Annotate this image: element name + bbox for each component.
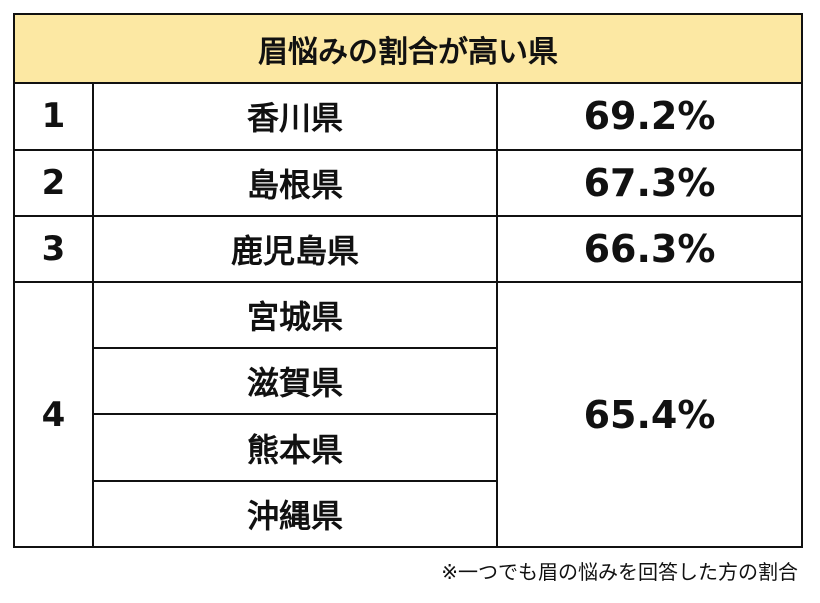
table-row: 4 宮城県 65.4% [13,280,804,548]
table-row: 3 鹿児島県 66.3% [13,214,804,284]
title-row: 眉悩みの割合が高い県 [12,12,804,85]
prefecture-cell: 香川県 [92,82,498,151]
rank-cell: 3 [13,214,94,284]
percent-cell: 69.2% [495,82,804,151]
prefecture-cell: 沖縄県 [92,479,498,549]
ranking-table: 眉悩みの割合が高い県 1 香川県 69.2% 2 島根県 67.3% 3 鹿児島… [12,12,804,549]
percent-cell: 66.3% [495,214,804,284]
table-row: 熊本県 [14,413,802,482]
rank-cell: 2 [13,148,94,217]
table-title: 眉悩みの割合が高い県 [12,12,804,85]
percent-cell: 65.4% [495,281,804,548]
prefecture-cell: 滋賀県 [92,347,498,416]
footnote: ※一つでも眉の悩みを回答した方の割合 [441,560,798,584]
table-row: 1 香川県 69.2% [13,82,804,151]
prefecture-cell: 島根県 [92,148,498,217]
table-row: 2 島根県 67.3% [13,148,804,217]
rank-cell: 4 [13,281,94,548]
prefecture-cell: 鹿児島県 [92,214,498,284]
table-row: 滋賀県 [14,347,802,416]
table-row: 沖縄県 [14,479,802,549]
prefecture-cell: 宮城県 [92,280,498,350]
percent-cell: 67.3% [495,148,804,217]
prefecture-cell: 熊本県 [92,413,498,482]
rank-cell: 1 [13,82,94,151]
